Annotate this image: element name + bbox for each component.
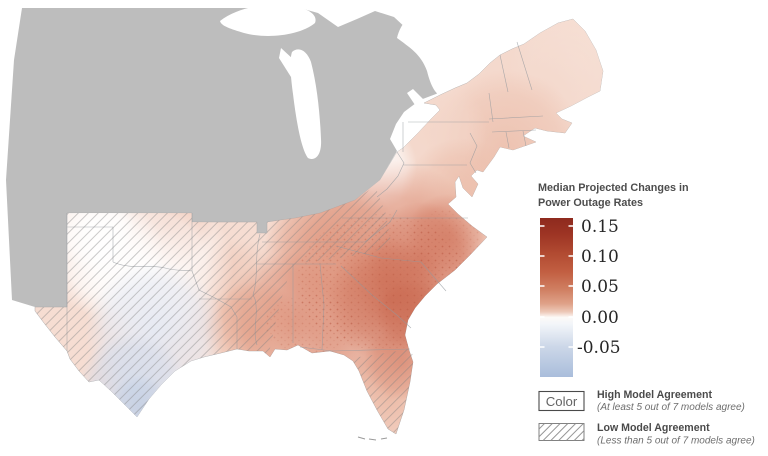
lake-michigan-icon (290, 49, 322, 160)
colorbar (540, 218, 573, 377)
colorbar-tick-0.00: 0.00 (581, 308, 619, 328)
low-agreement-label: Low Model Agreement (597, 422, 710, 434)
saginaw-bay-icon (407, 89, 429, 111)
great-lakes (220, 4, 452, 160)
high-agreement-label: High Model Agreement (597, 389, 712, 401)
no-data-region (6, 8, 448, 307)
colorbar-tick-0.10: 0.10 (581, 247, 619, 267)
green-bay-icon (279, 48, 294, 77)
lake-huron-icon (397, 12, 452, 97)
low-agreement-hatch-florida (353, 349, 413, 434)
low-agreement-hatch-southwest (35, 186, 391, 417)
color-swatch-box (538, 390, 585, 412)
colorbar-tick-0.05: 0.05 (581, 277, 619, 297)
lake-superior-icon (220, 4, 316, 36)
legend-title-line1: Median Projected Changes in (538, 182, 689, 194)
colorbar-tick-0.15: 0.15 (581, 217, 619, 237)
low-agreement-legend-item: Low Model Agreement (Less than 5 out of … (538, 422, 755, 447)
legend-title-line2: Power Outage Rates (538, 197, 643, 209)
high-agreement-desc: (At least 5 out of 7 models agree) (597, 402, 745, 413)
hatch-swatch-pattern (539, 423, 584, 441)
legend: Median Projected Changes in Power Outage… (538, 182, 755, 447)
florida-keys-icon (357, 436, 388, 441)
low-agreement-hatch (35, 186, 413, 434)
colorbar-tick-neg0.05: -0.05 (577, 338, 621, 358)
colorbar-ticks (540, 225, 573, 348)
color-swatch-label: Color (546, 394, 578, 409)
high-agreement-legend-item: Color High Model Agreement (At least 5 o… (538, 389, 745, 413)
low-agreement-desc: (Less than 5 out of 7 models agree) (597, 436, 755, 447)
no-data-landmass (6, 8, 448, 307)
